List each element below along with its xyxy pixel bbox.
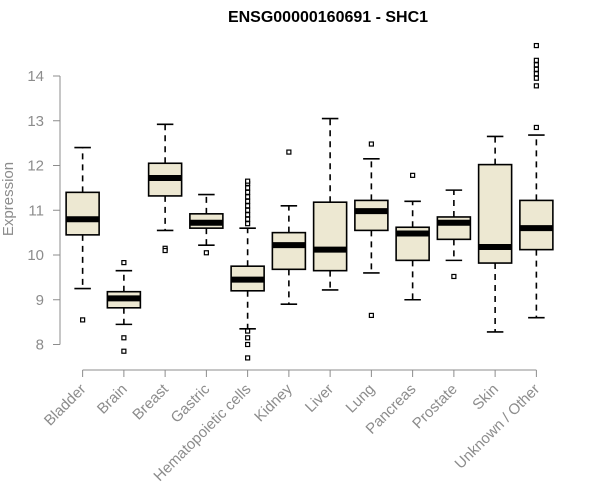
x-tick-label: Liver	[302, 381, 337, 416]
boxes-group	[65, 42, 554, 361]
box-lung	[354, 141, 389, 319]
iqr-box	[312, 201, 348, 272]
outlier-point	[121, 260, 127, 266]
box-gastric	[189, 193, 224, 256]
outlier-point	[162, 247, 168, 254]
outlier-point	[121, 335, 127, 341]
outlier-point	[121, 348, 127, 354]
outlier-point	[245, 194, 251, 200]
y-tick-label: 11	[28, 202, 44, 219]
outlier-point	[533, 57, 539, 63]
iqr-box	[519, 199, 554, 251]
outlier-point	[245, 198, 251, 204]
outlier-point	[245, 335, 251, 341]
box-brain	[106, 260, 142, 354]
y-axis-label: Expression	[0, 162, 17, 236]
box-skin	[477, 135, 513, 333]
y-tick-label: 12	[27, 158, 44, 175]
outlier-point	[245, 216, 251, 222]
outlier-point	[533, 124, 539, 131]
outlier-point	[245, 185, 251, 191]
outlier-point	[368, 312, 374, 319]
x-tick-label: Bladder	[41, 381, 90, 430]
x-tick-label: Brain	[94, 381, 131, 418]
iqr-box	[354, 199, 389, 232]
outlier-point	[245, 341, 251, 348]
y-axis: 8 9 10 11 12 13 14	[27, 68, 61, 354]
y-tick-label: 9	[36, 292, 44, 309]
outlier-point	[533, 66, 539, 72]
box-liver	[312, 117, 348, 291]
iqr-box	[65, 191, 100, 236]
x-tick-label: Skin	[469, 381, 502, 414]
outlier-point	[245, 178, 251, 184]
outlier-point	[451, 273, 457, 280]
box-pancreas	[395, 172, 430, 301]
outlier-point	[410, 172, 416, 178]
box-hematopoietic-cells	[230, 178, 265, 361]
y-tick-label: 14	[27, 68, 44, 85]
outlier-point	[533, 71, 539, 77]
x-tick-label: Kidney	[251, 380, 296, 425]
x-tick-label: Prostate	[409, 381, 461, 433]
outlier-point	[245, 221, 251, 227]
outlier-point	[80, 317, 86, 323]
x-tick-label: Breast	[129, 380, 172, 423]
box-bladder	[65, 146, 100, 323]
iqr-box	[271, 231, 307, 271]
outlier-point	[245, 355, 251, 361]
outlier-point	[533, 75, 539, 81]
outlier-point	[533, 62, 539, 68]
outlier-point	[245, 328, 251, 334]
outlier-point	[533, 42, 539, 49]
chart-title: ENSG00000160691 - SHC1	[228, 9, 428, 26]
outlier-point	[286, 149, 292, 155]
x-tick-label: Lung	[343, 381, 379, 417]
outlier-point	[245, 212, 251, 218]
y-tick-label: 10	[27, 247, 44, 264]
box-breast	[147, 123, 183, 254]
box-prostate	[436, 189, 472, 280]
outlier-point	[203, 250, 209, 256]
box-kidney	[271, 149, 307, 306]
outlier-point	[368, 141, 374, 147]
outlier-point	[245, 189, 251, 195]
outlier-point	[245, 207, 251, 213]
y-tick-label: 8	[36, 337, 44, 354]
y-tick-label: 13	[27, 113, 44, 130]
outlier-point	[245, 203, 251, 209]
outlier-point	[533, 83, 539, 89]
box-unknown-other	[519, 42, 554, 319]
